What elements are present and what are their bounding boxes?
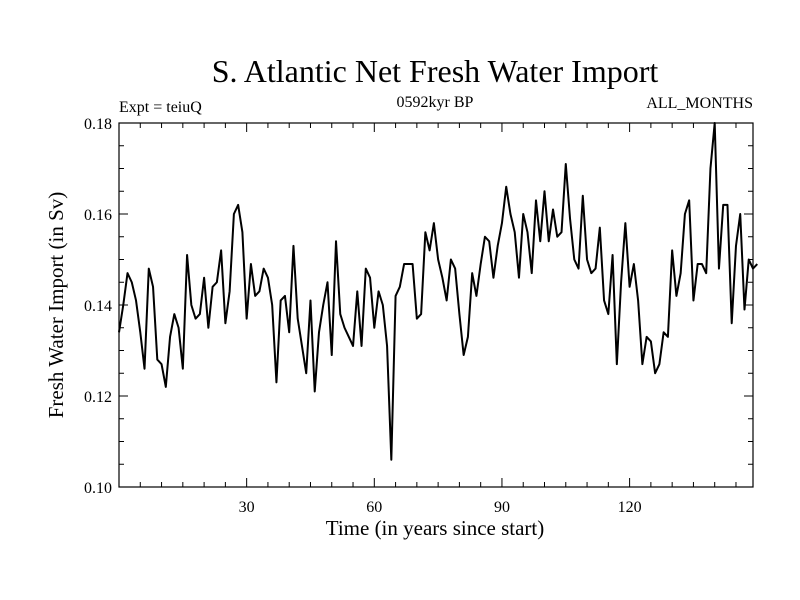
x-tick-label: 30 <box>239 499 255 516</box>
y-tick-label: 0.12 <box>84 389 112 406</box>
months-label: ALL_MONTHS <box>646 95 753 112</box>
x-axis-label: Time (in years since start) <box>326 516 545 540</box>
y-tick-label: 0.10 <box>84 480 112 497</box>
y-tick-label: 0.16 <box>84 207 112 224</box>
x-tick-label: 60 <box>366 499 382 516</box>
y-tick-label: 0.18 <box>84 116 112 133</box>
x-tick-label: 120 <box>618 499 642 516</box>
y-tick-label: 0.14 <box>84 298 112 315</box>
plot-frame <box>118 122 754 488</box>
period-label: 0592kyr BP <box>397 94 474 111</box>
tick-labels: 30 60 90 120 0.10 0.12 0.14 0.16 0.18 <box>84 116 642 516</box>
axis-ticks <box>119 123 753 487</box>
experiment-label: Expt = teiuQ <box>119 99 202 116</box>
series-line <box>118 122 758 461</box>
chart-title: S. Atlantic Net Fresh Water Import <box>212 53 659 89</box>
y-axis-label: Fresh Water Import (in Sv) <box>44 192 68 419</box>
x-tick-label: 90 <box>494 499 510 516</box>
